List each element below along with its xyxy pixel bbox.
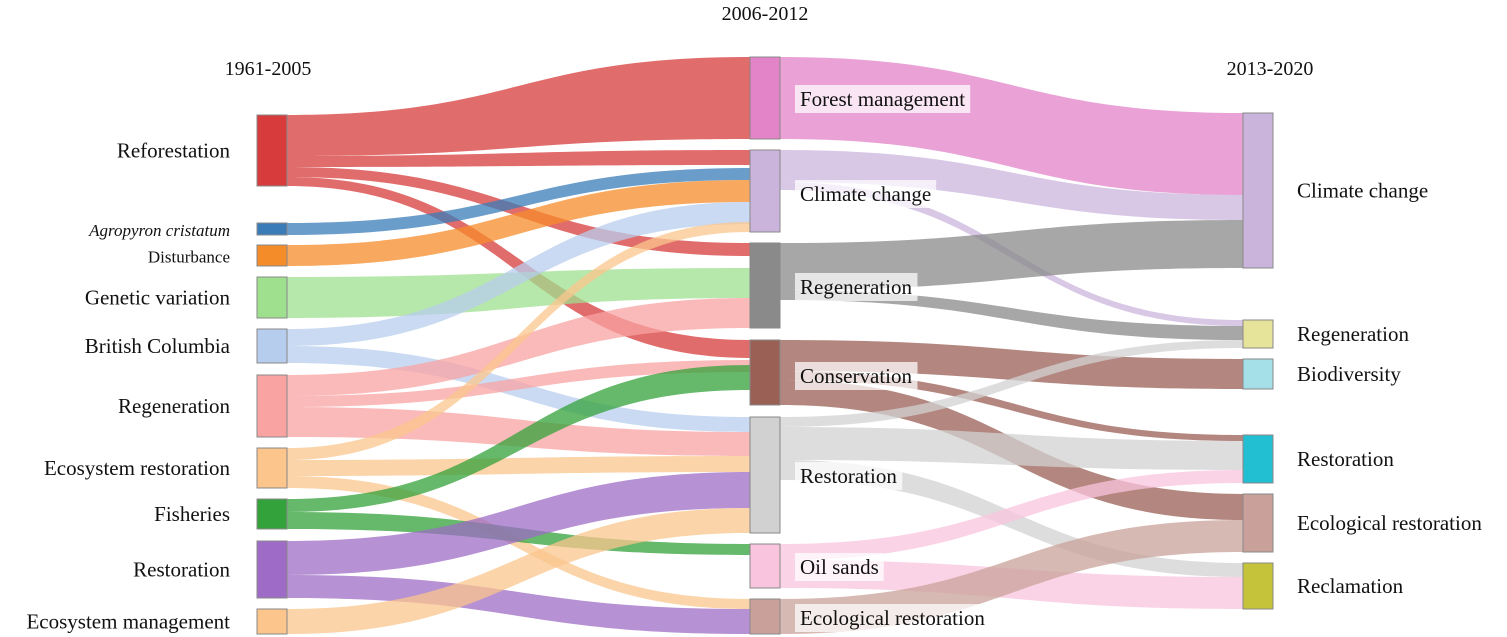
node-disturbance xyxy=(256,244,288,267)
node-regen1 xyxy=(256,374,288,438)
node-climate3 xyxy=(1242,112,1274,269)
label-mid-restoration2: Restoration xyxy=(800,464,897,488)
label-mid-oilsands: Oil sands xyxy=(800,555,879,579)
label-right-ecolrest3: Ecological restoration xyxy=(1297,511,1482,535)
flow-conservation-to-restoration3 xyxy=(780,371,1243,441)
flow-ecorest1-to-restoration2 xyxy=(287,456,750,476)
label-left-ecorest1: Ecosystem restoration xyxy=(44,456,231,480)
node-regen2 xyxy=(749,242,781,329)
flow-ecorest1-to-climate2 xyxy=(287,222,750,460)
node-ecomgmt xyxy=(256,608,288,635)
node-ecorest1 xyxy=(256,447,288,489)
label-bg-ecolrest2 xyxy=(795,604,991,632)
label-bg-climate2 xyxy=(795,180,937,208)
label-mid-ecolrest2: Ecological restoration xyxy=(800,606,985,630)
flow-regen1-to-restoration2 xyxy=(287,407,750,456)
flow-bc-to-climate2 xyxy=(287,202,750,346)
period-label-1961-2005: 1961-2005 xyxy=(225,58,312,80)
flow-restoration2-to-regen3 xyxy=(780,340,1243,427)
flow-reforestation-to-climate2 xyxy=(287,150,750,167)
flow-restoration2-to-restoration3 xyxy=(780,427,1243,470)
flow-restoration1-to-restoration2 xyxy=(287,472,750,575)
node-reclamation xyxy=(1242,562,1274,610)
node-bc xyxy=(256,328,288,364)
label-left-genetic: Genetic variation xyxy=(85,286,231,310)
flow-fisheries-to-conservation xyxy=(287,365,750,512)
label-left-reforestation: Reforestation xyxy=(117,139,231,163)
node-regen3 xyxy=(1242,319,1274,349)
label-mid-regen2: Regeneration xyxy=(800,275,912,299)
label-bg-forestmgmt xyxy=(795,85,971,113)
period-label-2006-2012: 2006-2012 xyxy=(722,3,809,25)
flows-layer xyxy=(287,57,1243,634)
flow-regen1-to-conservation xyxy=(287,360,750,407)
node-ecolrest3 xyxy=(1242,493,1274,553)
flow-ecomgmt-to-restoration2 xyxy=(287,508,750,634)
node-agropyron xyxy=(256,222,288,236)
flow-reforestation-to-regen2 xyxy=(287,167,750,256)
label-left-regen1: Regeneration xyxy=(118,394,230,418)
node-forestmgmt xyxy=(749,56,781,140)
node-restoration1 xyxy=(256,540,288,599)
node-restoration3 xyxy=(1242,434,1274,484)
node-climate2 xyxy=(749,149,781,233)
flow-regen2-to-climate3 xyxy=(780,220,1243,290)
flow-agropyron-to-climate2 xyxy=(287,168,750,235)
label-left-restoration1: Restoration xyxy=(133,558,230,582)
node-genetic xyxy=(256,276,288,319)
node-reforestation xyxy=(256,114,288,187)
node-biodiversity xyxy=(1242,358,1274,390)
node-oilsands xyxy=(749,543,781,589)
label-mid-climate2: Climate change xyxy=(800,182,931,206)
labels-layer: 1961-2005 2006-2012 2013-2020 Reforestat… xyxy=(26,3,1482,634)
node-conservation xyxy=(749,339,781,406)
node-restoration2 xyxy=(749,416,781,534)
label-right-restoration3: Restoration xyxy=(1297,447,1394,471)
label-left-ecomgmt: Ecosystem management xyxy=(26,610,230,634)
node-ecolrest2 xyxy=(749,598,781,635)
label-right-biodiversity: Biodiversity xyxy=(1297,362,1401,386)
label-left-bc: British Columbia xyxy=(85,334,231,358)
node-fisheries xyxy=(256,498,288,530)
label-bg-conservation xyxy=(795,362,918,390)
label-left-fisheries: Fisheries xyxy=(154,502,230,526)
flow-climate2-to-climate3 xyxy=(780,150,1243,220)
flow-regen2-to-regen3 xyxy=(780,290,1243,340)
label-right-reclamation: Reclamation xyxy=(1297,574,1404,598)
flow-reforestation-to-forestmgmt xyxy=(287,57,750,156)
nodes-layer xyxy=(256,56,1274,635)
flow-restoration1-to-ecolrest2 xyxy=(287,575,750,634)
label-left-disturbance: Disturbance xyxy=(148,248,230,267)
label-mid-forestmgmt: Forest management xyxy=(800,87,965,111)
period-label-2013-2020: 2013-2020 xyxy=(1227,58,1314,80)
flow-regen1-to-regen2 xyxy=(287,298,750,396)
flow-conservation-to-biodiversity xyxy=(780,340,1243,389)
flow-ecorest1-to-ecolrest2 xyxy=(287,476,750,609)
flow-genetic-to-regen2 xyxy=(287,268,750,318)
flow-oilsands-to-restoration3 xyxy=(780,470,1243,560)
label-right-regen3: Regeneration xyxy=(1297,322,1409,346)
label-bg-oilsands xyxy=(795,553,884,581)
label-left-agropyron: Agropyron cristatum xyxy=(88,221,230,240)
label-bg-restoration2 xyxy=(795,462,903,490)
label-mid-conservation: Conservation xyxy=(800,364,912,388)
flow-disturbance-to-climate2 xyxy=(287,180,750,266)
label-right-climate3: Climate change xyxy=(1297,179,1428,203)
label-bg-regen2 xyxy=(795,273,918,301)
